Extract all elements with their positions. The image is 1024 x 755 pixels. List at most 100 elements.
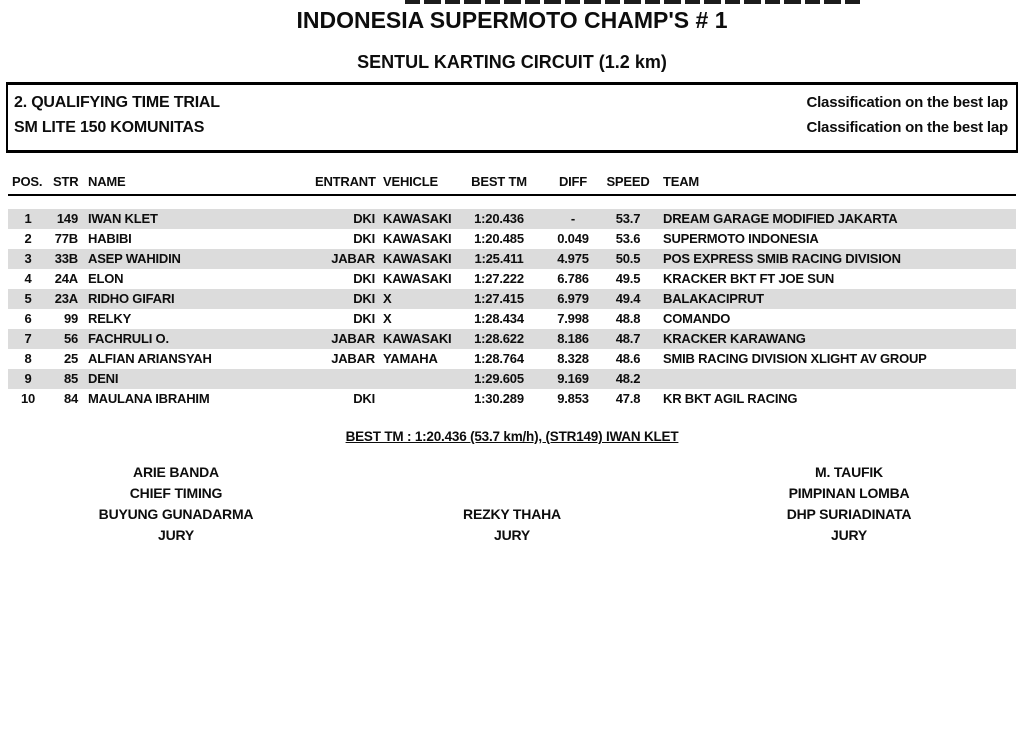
cell-entrant: DKI — [353, 271, 375, 286]
column-header-best-tm: BEST TM — [471, 174, 527, 189]
cell-vehicle: X — [383, 311, 392, 326]
cell-speed: 47.8 — [615, 391, 641, 406]
session-header-box: 2. QUALIFYING TIME TRIAL Classification … — [6, 82, 1018, 153]
cell-diff: 9.853 — [557, 391, 589, 406]
cell-pos: 2 — [24, 231, 32, 246]
clipped-text-artifact — [405, 0, 860, 4]
cell-pos: 1 — [24, 211, 32, 226]
official-name: ARIE BANDA — [133, 464, 219, 480]
cell-str: 84 — [63, 391, 78, 406]
column-header-name: NAME — [88, 174, 126, 189]
cell-name: RIDHO GIFARI — [88, 291, 175, 306]
cell-team: KRACKER KARAWANG — [663, 331, 806, 346]
cell-vehicle — [375, 369, 453, 389]
column-header-str: STR — [53, 174, 79, 189]
table-row: 7 56 FACHRULI O. JABAR KAWASAKI 1:28.622… — [8, 329, 1016, 349]
cell-team — [655, 369, 1016, 389]
official-race-director: M. TAUFIK PIMPINAN LOMBA DHP SURIADINATA… — [699, 462, 999, 546]
cell-vehicle: KAWASAKI — [383, 331, 452, 346]
official-role: CHIEF TIMING — [129, 485, 223, 501]
cell-pos: 5 — [24, 291, 32, 306]
cell-vehicle: KAWASAKI — [383, 271, 452, 286]
official-role: JURY — [157, 527, 195, 543]
cell-speed: 49.5 — [615, 271, 641, 286]
cell-name: ALFIAN ARIANSYAH — [88, 351, 212, 366]
cell-entrant: DKI — [353, 211, 375, 226]
cell-team: COMANDO — [663, 311, 731, 326]
cell-str: 149 — [56, 211, 78, 226]
cell-best-tm: 1:28.434 — [474, 311, 524, 326]
table-row: 9 85 DENI 1:29.605 9.169 48.2 — [8, 369, 1016, 389]
cell-best-tm: 1:29.605 — [474, 371, 524, 386]
cell-vehicle — [375, 389, 453, 409]
cell-diff: 8.328 — [557, 351, 589, 366]
official-name: DHP SURIADINATA — [786, 506, 912, 522]
cell-pos: 8 — [24, 351, 32, 366]
class-title: SM LITE 150 KOMUNITAS — [14, 119, 205, 136]
cell-best-tm: 1:28.622 — [474, 331, 524, 346]
cell-entrant: DKI — [353, 231, 375, 246]
cell-diff: 6.786 — [557, 271, 589, 286]
cell-speed: 50.5 — [615, 251, 641, 266]
cell-name: ELON — [88, 271, 124, 286]
cell-str: 56 — [63, 331, 78, 346]
cell-team: KRACKER BKT FT JOE SUN — [663, 271, 835, 286]
official-role: JURY — [830, 527, 868, 543]
cell-entrant: DKI — [353, 311, 375, 326]
official-role: PIMPINAN LOMBA — [788, 485, 910, 501]
cell-speed: 48.6 — [615, 351, 641, 366]
cell-team: SUPERMOTO INDONESIA — [663, 231, 819, 246]
cell-str: 23A — [54, 291, 78, 306]
cell-diff: 9.169 — [557, 371, 589, 386]
table-row: 10 84 MAULANA IBRAHIM DKI 1:30.289 9.853… — [8, 389, 1016, 409]
official-jury-center: REZKY THAHA JURY — [362, 504, 662, 546]
table-header-row: POS. STR NAME ENTRANT VEHICLE BEST TM DI… — [8, 172, 1016, 196]
cell-pos: 10 — [20, 391, 36, 406]
cell-best-tm: 1:20.436 — [474, 211, 524, 226]
cell-vehicle: KAWASAKI — [383, 231, 452, 246]
table-body: 1 149 IWAN KLET DKI KAWASAKI 1:20.436 - … — [8, 209, 1016, 409]
best-tm-summary: BEST TM : 1:20.436 (53.7 km/h), (STR149)… — [345, 429, 679, 444]
cell-diff: 4.975 — [557, 251, 589, 266]
cell-team: DREAM GARAGE MODIFIED JAKARTA — [663, 211, 898, 226]
official-chief-timing: ARIE BANDA CHIEF TIMING BUYUNG GUNADARMA… — [26, 462, 326, 546]
table-row: 6 99 RELKY DKI X 1:28.434 7.998 48.8 COM… — [8, 309, 1016, 329]
cell-entrant: JABAR — [331, 251, 375, 266]
column-header-diff: DIFF — [558, 174, 588, 189]
official-name: REZKY THAHA — [463, 506, 561, 522]
cell-best-tm: 1:25.411 — [474, 251, 524, 266]
cell-name: FACHRULI O. — [88, 331, 169, 346]
cell-speed: 53.6 — [615, 231, 641, 246]
session-title: 2. QUALIFYING TIME TRIAL — [14, 94, 220, 111]
cell-best-tm: 1:20.485 — [474, 231, 524, 246]
cell-name: ASEP WAHIDIN — [88, 251, 181, 266]
cell-best-tm: 1:28.764 — [474, 351, 524, 366]
cell-str: 77B — [54, 231, 78, 246]
cell-str: 85 — [63, 371, 78, 386]
officials-block: ARIE BANDA CHIEF TIMING BUYUNG GUNADARMA… — [0, 462, 1024, 557]
classification-label: Classification on the best lap — [806, 94, 1008, 111]
cell-team: BALAKACIPRUT — [663, 291, 764, 306]
official-name: M. TAUFIK — [815, 464, 883, 480]
session-row: 2. QUALIFYING TIME TRIAL Classification … — [14, 94, 1008, 119]
table-row: 1 149 IWAN KLET DKI KAWASAKI 1:20.436 - … — [8, 209, 1016, 229]
cell-name: RELKY — [88, 311, 132, 326]
circuit-subtitle: SENTUL KARTING CIRCUIT (1.2 km) — [357, 52, 667, 72]
cell-best-tm: 1:27.415 — [474, 291, 524, 306]
official-role: JURY — [493, 527, 531, 543]
column-header-team: TEAM — [663, 174, 700, 189]
classification-label: Classification on the best lap — [806, 119, 1008, 136]
cell-str: 33B — [54, 251, 78, 266]
table-row: 5 23A RIDHO GIFARI DKI X 1:27.415 6.979 … — [8, 289, 1016, 309]
page-title: INDONESIA SUPERMOTO CHAMP'S # 1 — [296, 7, 728, 33]
cell-speed: 48.8 — [615, 311, 641, 326]
cell-diff: 7.998 — [557, 311, 589, 326]
cell-diff: 8.186 — [557, 331, 589, 346]
cell-pos: 7 — [24, 331, 32, 346]
cell-str: 24A — [54, 271, 78, 286]
cell-vehicle: KAWASAKI — [383, 211, 452, 226]
results-table: POS. STR NAME ENTRANT VEHICLE BEST TM DI… — [8, 172, 1016, 409]
table-row: 4 24A ELON DKI KAWASAKI 1:27.222 6.786 4… — [8, 269, 1016, 289]
cell-team: SMIB RACING DIVISION XLIGHT AV GROUP — [663, 351, 927, 366]
